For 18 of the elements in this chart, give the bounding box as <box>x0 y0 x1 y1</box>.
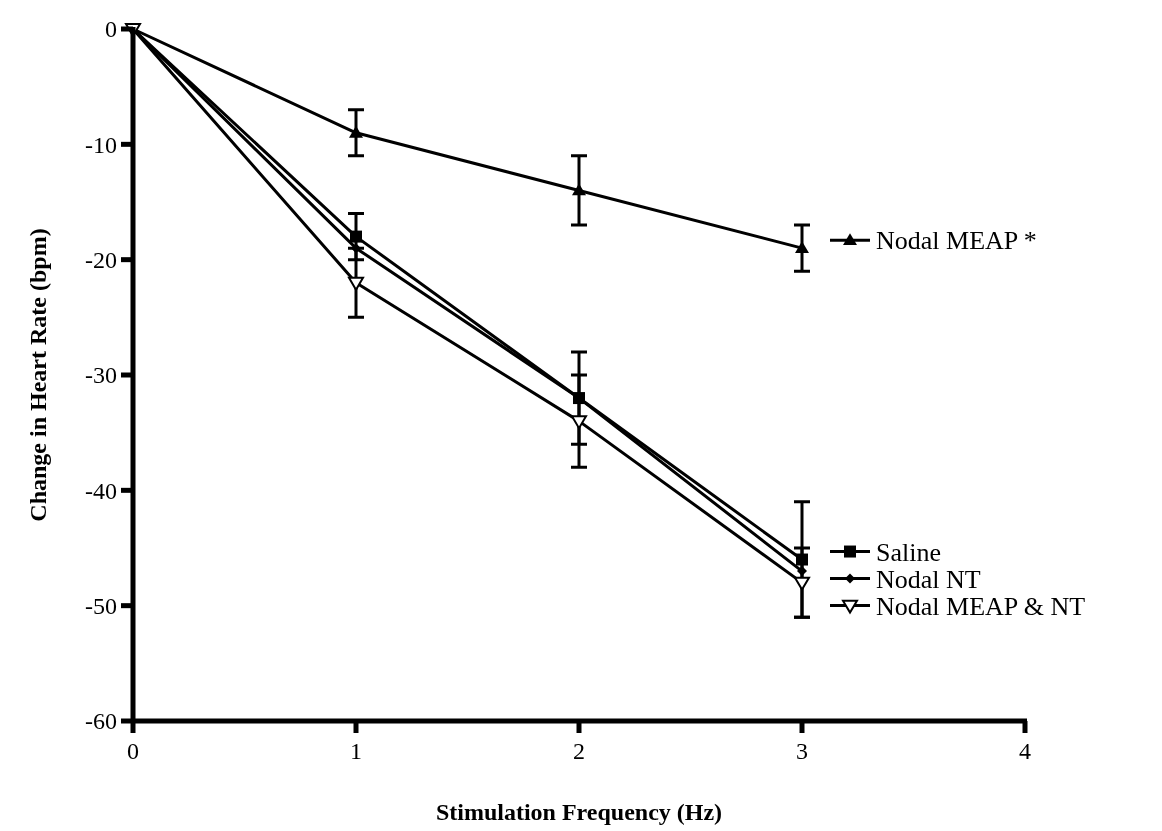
y-tick-label: -20 <box>85 247 117 274</box>
y-tick-label: -30 <box>85 362 117 389</box>
x-axis-title: Stimulation Frequency (Hz) <box>435 799 723 825</box>
x-tick-label: 4 <box>1019 738 1031 764</box>
y-tick-label: -50 <box>85 593 117 620</box>
y-tick-label: -40 <box>85 477 117 504</box>
y-tick-label: -10 <box>85 131 117 158</box>
x-tick-label: 0 <box>127 738 139 764</box>
y-axis-title: Change in Heart Rate (bpm) <box>25 228 51 522</box>
x-tick-label: 2 <box>573 738 585 764</box>
legend-label: Nodal NT <box>876 564 981 594</box>
y-tick-label: 0 <box>105 16 117 43</box>
legend-label: Saline <box>876 537 941 567</box>
x-tick-label: 3 <box>796 738 808 764</box>
y-tick-label: -60 <box>85 708 117 735</box>
legend-label: Nodal MEAP & NT <box>876 591 1086 621</box>
x-tick-label: 1 <box>350 738 362 764</box>
legend-label: Nodal MEAP * <box>876 226 1037 256</box>
